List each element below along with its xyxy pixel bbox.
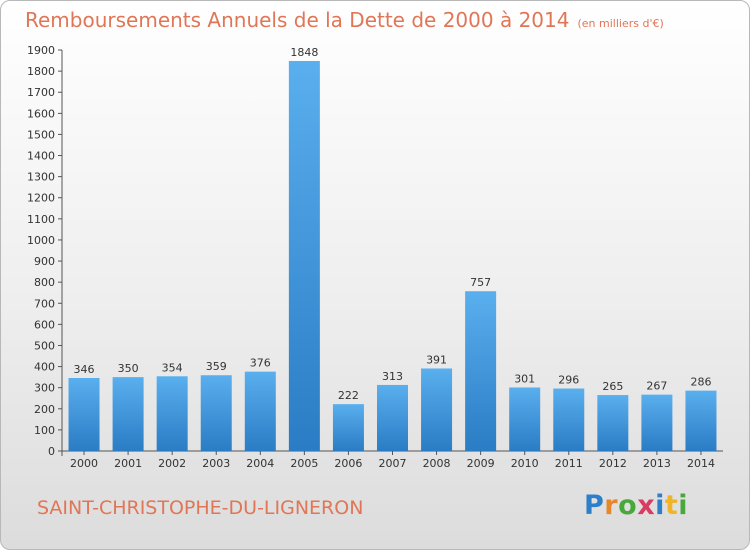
x-axis: 2000 2001 2002 2003 2004 2005 2006 2007 2008 2009… [62, 450, 723, 470]
y-tick-label: 1100 [27, 213, 55, 226]
y-tick-label: 400 [34, 361, 55, 374]
bar-2006 [332, 404, 364, 451]
y-tick-label: 1400 [27, 150, 55, 163]
x-tick-label-2007: 2007 [379, 457, 407, 470]
bar-2001 [112, 377, 144, 451]
x-tick-label-2000: 2000 [70, 457, 98, 470]
y-tick-label: 1700 [27, 86, 55, 99]
y-tick-label: 1000 [27, 234, 55, 247]
bar-2012 [597, 395, 629, 451]
y-axis: 0 100 200 300 400 500 600 700 800 900 1000 1100 1200… [27, 44, 63, 458]
chart-title: Remboursements Annuels de la Dette de 20… [25, 8, 664, 32]
x-tick-label-2013: 2013 [643, 457, 671, 470]
bar-2005 [288, 60, 320, 452]
x-tick-label-2008: 2008 [423, 457, 451, 470]
x-tick-label-2005: 2005 [290, 457, 318, 470]
y-tick-label: 300 [34, 382, 55, 395]
y-tick-label: 600 [34, 318, 55, 331]
x-tick-label-2001: 2001 [114, 457, 142, 470]
y-tick-label: 500 [34, 339, 55, 352]
bar-2002 [156, 376, 188, 451]
x-tick-label-2003: 2003 [202, 457, 230, 470]
value-label-2005: 1848 [290, 46, 318, 59]
y-tick-label: 1300 [27, 171, 55, 184]
y-tick-label: 800 [34, 276, 55, 289]
value-label-2007: 313 [382, 370, 403, 383]
commune-name: SAINT-CHRISTOPHE-DU-LIGNERON [37, 497, 364, 519]
value-label-2013: 267 [646, 380, 667, 393]
proxiti-logo: Proxiti [584, 490, 689, 521]
value-label-2006: 222 [338, 389, 359, 402]
value-label-2004: 376 [250, 357, 271, 370]
x-tick-label-2006: 2006 [334, 457, 362, 470]
value-label-2012: 265 [602, 380, 623, 393]
bar-2014 [685, 390, 717, 451]
value-label-2008: 391 [426, 353, 447, 366]
bar-2004 [244, 371, 276, 451]
y-tick-label: 1800 [27, 65, 55, 78]
value-label-2003: 359 [206, 360, 227, 373]
x-tick-label-2011: 2011 [555, 457, 583, 470]
value-label-2011: 296 [558, 374, 579, 387]
bar-2000 [68, 377, 100, 451]
bars: 346 350 354 359 376 1848 222 313 391 757 301 296 265… [68, 46, 717, 452]
value-label-2014: 286 [690, 376, 711, 389]
y-tick-label: 900 [34, 255, 55, 268]
value-label-2002: 354 [162, 361, 183, 374]
y-tick-label: 1500 [27, 128, 55, 141]
x-tick-label-2012: 2012 [599, 457, 627, 470]
x-tick-label-2014: 2014 [687, 457, 715, 470]
x-tick-label-2009: 2009 [467, 457, 495, 470]
x-tick-label-2002: 2002 [158, 457, 186, 470]
bar-2010 [509, 387, 541, 451]
y-tick-label: 200 [34, 403, 55, 416]
y-tick-label: 0 [48, 445, 55, 458]
y-tick-label: 1200 [27, 192, 55, 205]
y-tick-label: 1900 [27, 44, 55, 57]
x-tick-label-2010: 2010 [511, 457, 539, 470]
x-tick-label-2004: 2004 [246, 457, 274, 470]
y-tick-label: 700 [34, 297, 55, 310]
bar-2008 [421, 368, 453, 451]
chart-title-text: Remboursements Annuels de la Dette de 20… [25, 8, 570, 32]
value-label-2000: 346 [74, 363, 95, 376]
bar-2013 [641, 394, 673, 451]
bar-2003 [200, 375, 232, 451]
y-tick-label: 100 [34, 424, 55, 437]
bar-2011 [553, 388, 585, 451]
unit-note: (en milliers d'€) [577, 17, 664, 30]
y-tick-label: 1600 [27, 107, 55, 120]
value-label-2009: 757 [470, 276, 491, 289]
value-label-2001: 350 [118, 362, 139, 375]
bar-2007 [377, 384, 408, 451]
value-label-2010: 301 [514, 372, 535, 385]
bar-2009 [465, 291, 497, 451]
